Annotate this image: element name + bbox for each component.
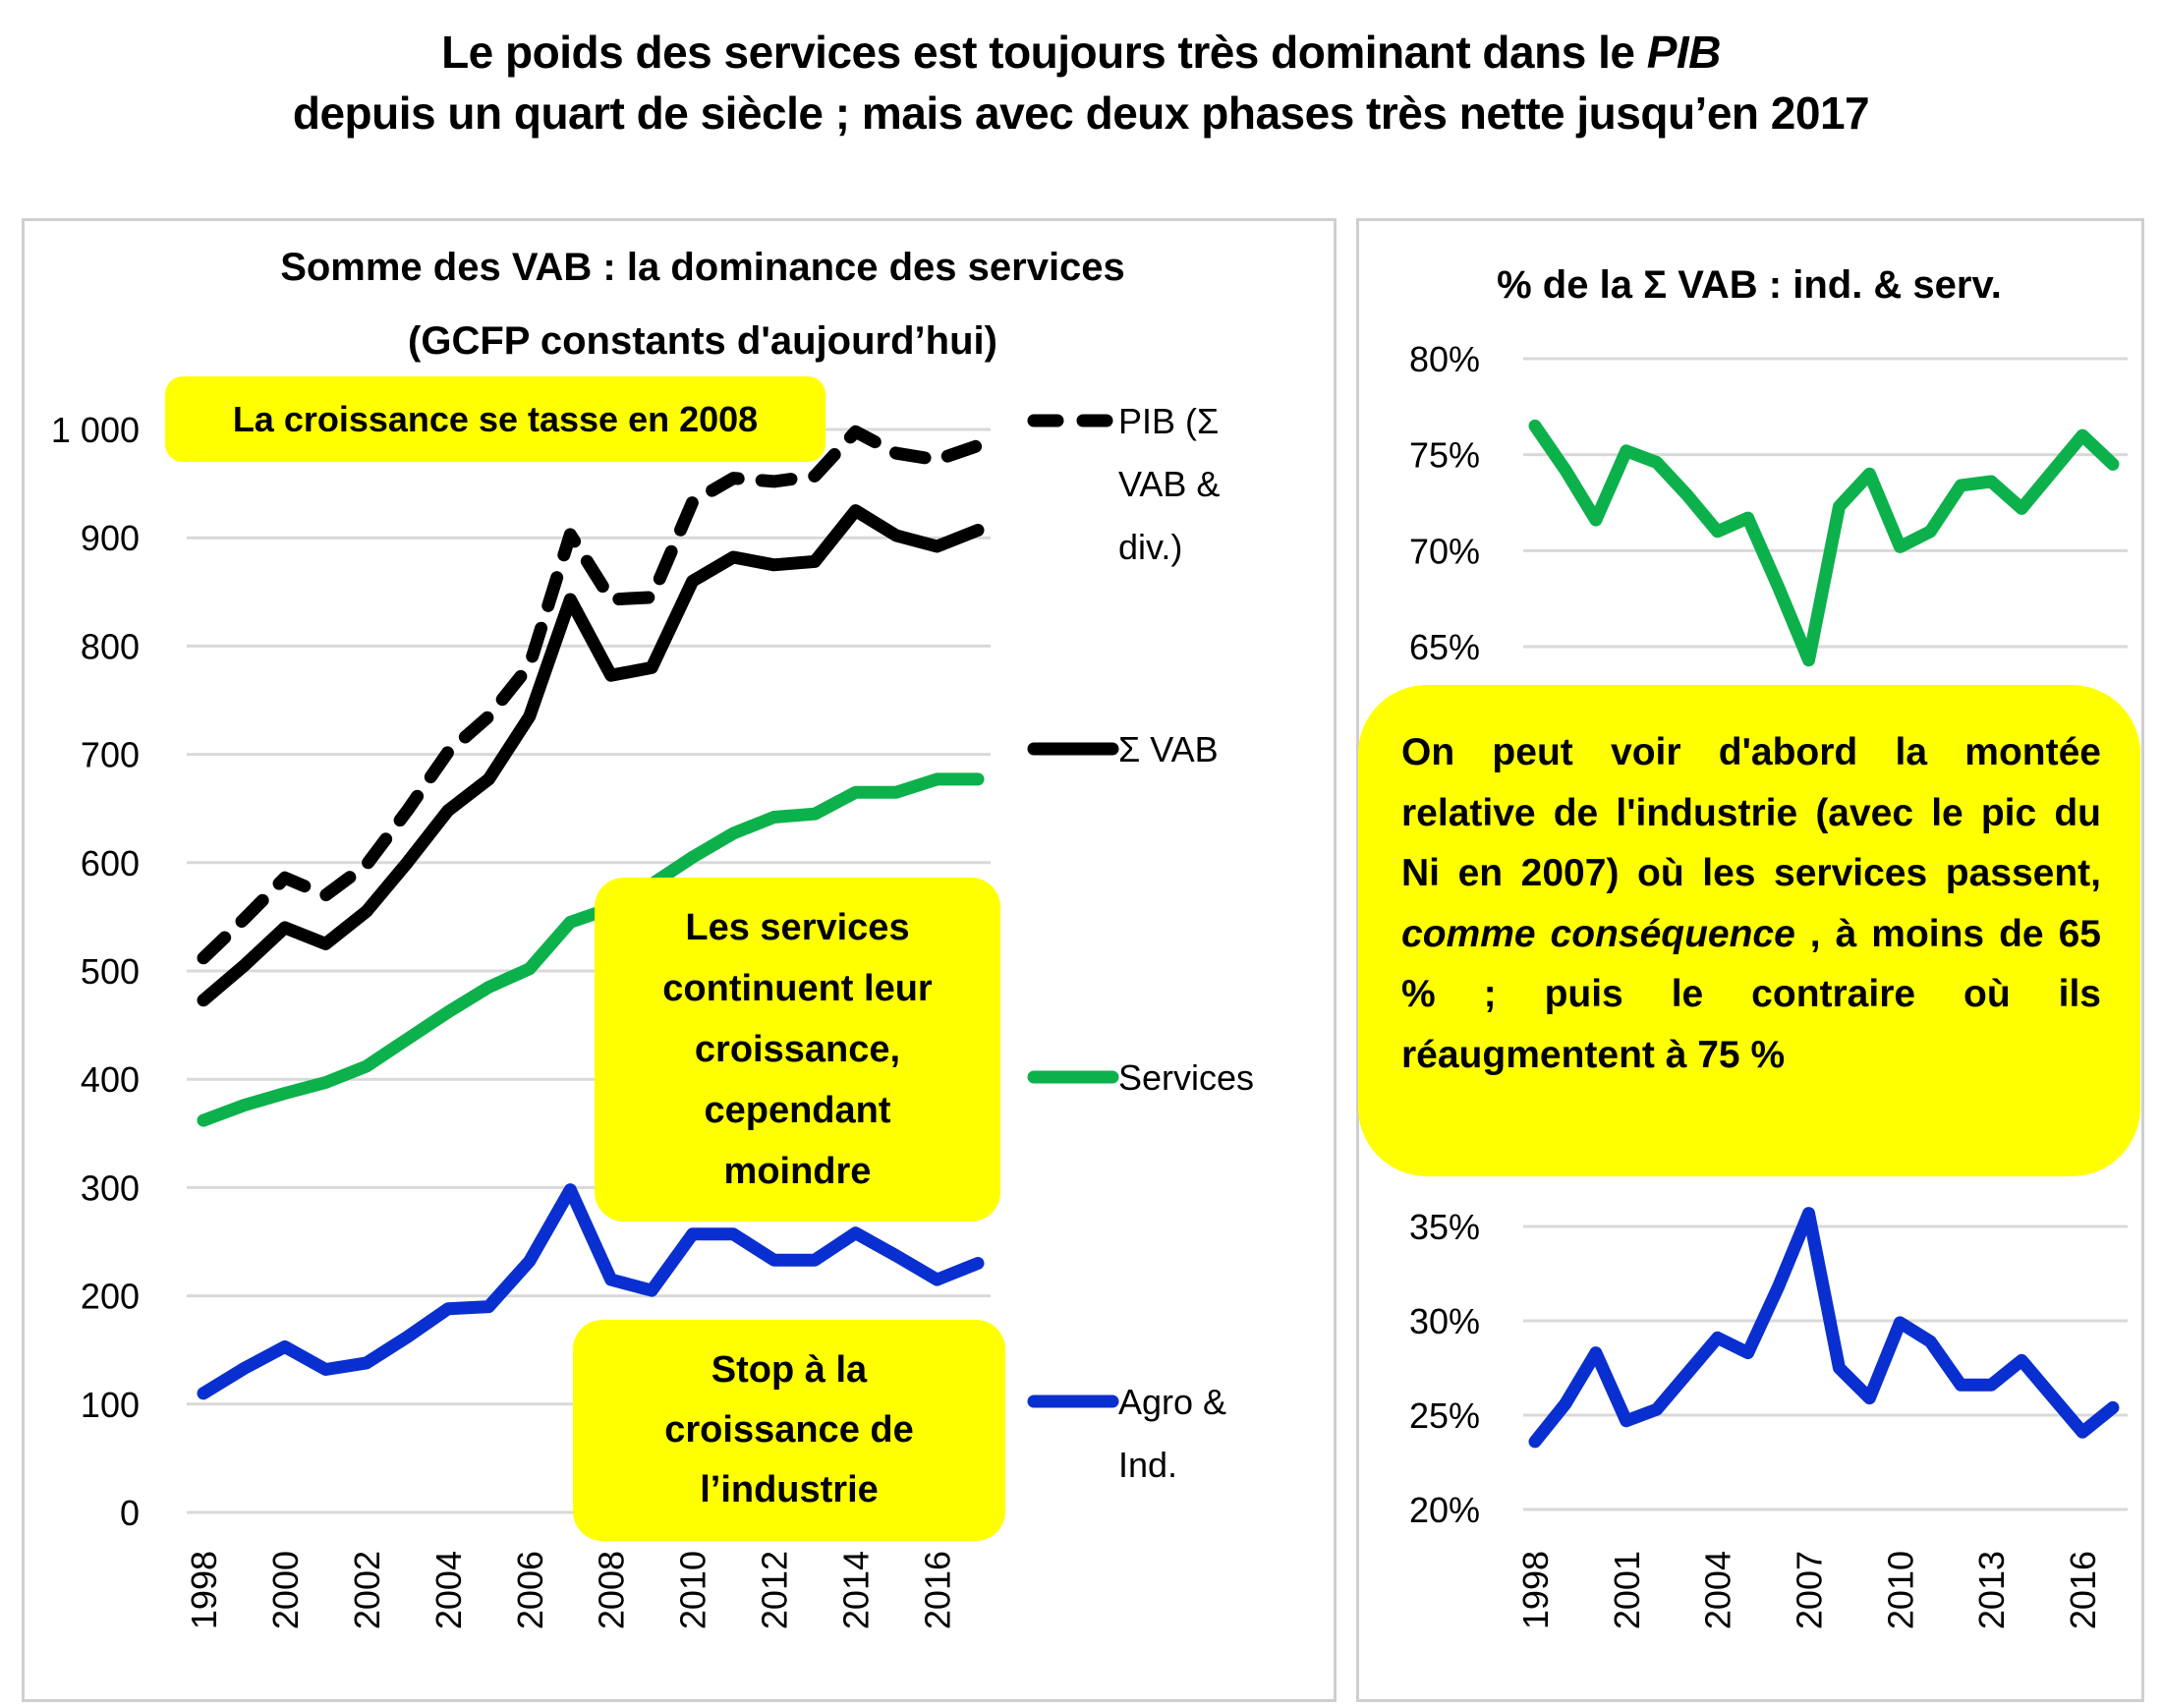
- x-tick-label: 2016: [918, 1551, 958, 1629]
- legend-label: Σ VAB: [1118, 729, 1219, 769]
- y-tick-label: 35%: [1409, 1207, 1480, 1247]
- y-tick-label: 80%: [1409, 339, 1480, 379]
- y-tick-label: 900: [81, 518, 140, 558]
- x-tick-label: 1998: [1515, 1551, 1556, 1629]
- annotation-line: Stop à la: [711, 1349, 868, 1391]
- left-x-axis: 1998 2000 2002 2004 2006 2008 2010 2012 2014 2016: [184, 1551, 958, 1629]
- annotation-line: croissance,: [694, 1029, 901, 1070]
- y-tick-label: 1 000: [51, 410, 140, 450]
- x-tick-label: 2008: [592, 1551, 632, 1629]
- left-series-lines: [197, 425, 985, 1400]
- series-line-vab: [197, 504, 985, 1007]
- annotation-line: Les services: [685, 907, 910, 948]
- y-tick-label: 500: [81, 951, 140, 992]
- legend-label: Services: [1118, 1057, 1254, 1098]
- y-tick-label: 65%: [1409, 627, 1480, 667]
- x-tick-label: 2010: [1880, 1551, 1920, 1629]
- legend-label: Ind.: [1118, 1445, 1177, 1485]
- x-tick-label: 2013: [1971, 1551, 2012, 1629]
- annotation-line: moindre: [723, 1151, 872, 1192]
- y-tick-label: 25%: [1409, 1395, 1480, 1436]
- legend-label: VAB &: [1118, 464, 1220, 504]
- legend-label: Agro &: [1118, 1382, 1226, 1422]
- series-line-pib-vab-div: [197, 425, 985, 965]
- x-tick-label: 2014: [836, 1551, 877, 1629]
- x-tick-label: 2007: [1790, 1551, 1830, 1629]
- y-tick-label: 20%: [1409, 1490, 1480, 1530]
- left-legend: PIB (Σ VAB & div.) Σ VAB Services Agro & Ind.: [1027, 401, 1254, 1485]
- left-chart-subtitle: (GCFP constants d'aujourd’hui): [408, 319, 997, 363]
- left-y-axis: 0 100 200 300 400 500 600 700 800 900 1 000: [51, 410, 140, 1533]
- right-y-axis: 65% 70% 75% 80% 20% 25% 30% 35%: [1409, 339, 1480, 1530]
- left-chart: Somme des VAB : la dominance des service…: [51, 246, 1254, 1629]
- series-line-industry-share: [1528, 1207, 2120, 1449]
- x-tick-label: 2006: [510, 1551, 550, 1629]
- main-title: Le poids des services est toujours très …: [0, 22, 2162, 143]
- annotation-industry-stop: Stop à la croissance de l’industrie: [573, 1320, 1005, 1541]
- y-tick-label: 700: [81, 735, 140, 775]
- left-chart-title: Somme des VAB : la dominance des service…: [280, 246, 1125, 289]
- annotation-services-growth: Les services continuent leur croissance,…: [595, 878, 1000, 1222]
- right-series-lines: [1528, 419, 2120, 1449]
- annotation-right-explanation: On peut voir d'abord la montée relative …: [1358, 685, 2140, 1176]
- y-tick-label: 70%: [1409, 531, 1480, 571]
- annotation-line: continuent leur: [662, 968, 933, 1009]
- right-x-axis: 1998 2001 2004 2007 2010 2013 2016: [1515, 1551, 2103, 1629]
- y-tick-label: 0: [120, 1493, 140, 1533]
- x-tick-label: 2001: [1607, 1551, 1647, 1629]
- x-tick-label: 2016: [2063, 1551, 2103, 1629]
- annotation-right-text: On peut voir d'abord la montée relative …: [1401, 731, 2101, 1076]
- series-line-services: [197, 772, 985, 1127]
- annotation-line: l’industrie: [700, 1469, 879, 1510]
- y-tick-label: 800: [81, 626, 140, 666]
- right-chart: % de la Σ VAB : ind. & serv. 65% 70% 75% 80…: [1409, 263, 2128, 1629]
- x-tick-label: 2012: [755, 1551, 795, 1629]
- series-line-agro-ind: [197, 1183, 985, 1400]
- x-tick-label: 2002: [347, 1551, 387, 1629]
- y-tick-label: 75%: [1409, 435, 1480, 476]
- y-tick-label: 100: [81, 1385, 140, 1425]
- legend-label: PIB (Σ: [1118, 401, 1219, 441]
- annotation-italic: comme conséquence: [1401, 912, 1795, 955]
- y-tick-label: 400: [81, 1059, 140, 1100]
- x-tick-label: 2000: [265, 1551, 306, 1629]
- series-line-services-share: [1528, 419, 2120, 667]
- annotation-line: croissance de: [664, 1409, 914, 1451]
- x-tick-label: 2010: [673, 1551, 713, 1629]
- x-tick-label: 1998: [184, 1551, 224, 1629]
- pib-italic: PIB: [1646, 27, 1722, 78]
- y-tick-label: 200: [81, 1277, 140, 1317]
- y-tick-label: 30%: [1409, 1301, 1480, 1341]
- x-tick-label: 2004: [1698, 1551, 1738, 1629]
- right-chart-title: % de la Σ VAB : ind. & serv.: [1497, 263, 2002, 307]
- y-tick-label: 600: [81, 843, 140, 883]
- main-title-line1: Le poids des services est toujours très …: [441, 27, 1722, 78]
- y-tick-label: 300: [81, 1167, 140, 1208]
- annotation-growth-2008: La croissance se tasse en 2008: [165, 376, 825, 462]
- x-tick-label: 2004: [428, 1551, 469, 1629]
- main-title-line2: depuis un quart de siècle ; mais avec de…: [292, 87, 1870, 139]
- annotation-line: cependant: [704, 1090, 891, 1131]
- legend-label: div.): [1118, 527, 1182, 567]
